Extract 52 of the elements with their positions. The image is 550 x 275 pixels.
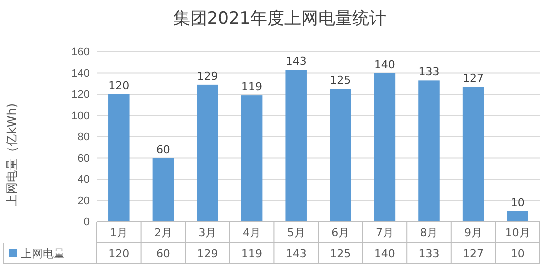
data-label: 127 — [463, 248, 484, 260]
legend-label: 上网电量 — [21, 248, 65, 260]
data-label: 10 — [510, 248, 525, 260]
x-tick-label: 8月 — [420, 226, 438, 240]
data-label: 60 — [156, 248, 170, 260]
y-tick-label: 160 — [72, 46, 90, 59]
annotation: 60 — [156, 143, 170, 156]
chart-title: 集团2021年度上网电量统计 — [173, 9, 387, 29]
annotation: 120 — [108, 80, 130, 92]
x-tick-label: 3月 — [198, 226, 217, 240]
annotation: 143 — [286, 55, 307, 68]
y-tick-label: 80 — [78, 132, 90, 144]
x-tick-label: 5月 — [287, 226, 306, 240]
x-tick-label: 9月 — [464, 226, 483, 240]
data-label: 133 — [418, 248, 440, 260]
data-label: 140 — [374, 248, 396, 260]
x-tick-label: 6月 — [332, 226, 350, 240]
bar — [330, 89, 352, 222]
bar — [241, 96, 263, 222]
y-axis-title: 上网电量（亿kWh) — [5, 103, 19, 207]
y-tick-label: 20 — [78, 195, 90, 208]
x-tick-label: 4月 — [243, 226, 262, 240]
bar — [286, 70, 307, 222]
y-tick-label: 140 — [72, 68, 90, 80]
annotation: 127 — [463, 72, 484, 86]
bar — [108, 94, 130, 222]
x-tick-label: 2月 — [154, 226, 172, 240]
bar — [507, 211, 528, 222]
x-tick-label: 1月 — [110, 226, 128, 240]
annotation: 125 — [330, 74, 352, 88]
data-label: 125 — [330, 248, 352, 260]
bar — [197, 84, 218, 222]
x-tick-label: 10月 — [505, 226, 530, 240]
annotation: 133 — [418, 66, 440, 79]
annotation: 140 — [374, 58, 396, 72]
x-tick-label: 7月 — [376, 226, 394, 240]
y-tick-label: 0 — [84, 216, 90, 229]
bar — [462, 87, 484, 222]
annotation: 119 — [242, 80, 263, 94]
annotation: 129 — [197, 70, 218, 83]
data-label: 129 — [197, 248, 218, 260]
bar — [374, 73, 396, 222]
y-tick-label: 60 — [78, 152, 90, 165]
bar — [418, 80, 440, 222]
bar — [152, 158, 174, 222]
y-tick-label: 100 — [72, 110, 90, 122]
data-label: 120 — [108, 248, 130, 260]
data-label: 143 — [286, 248, 307, 260]
y-tick-label: 40 — [78, 174, 90, 186]
data-label: 119 — [242, 248, 263, 260]
y-tick-label: 120 — [72, 89, 90, 102]
annotation: 10 — [510, 196, 525, 210]
